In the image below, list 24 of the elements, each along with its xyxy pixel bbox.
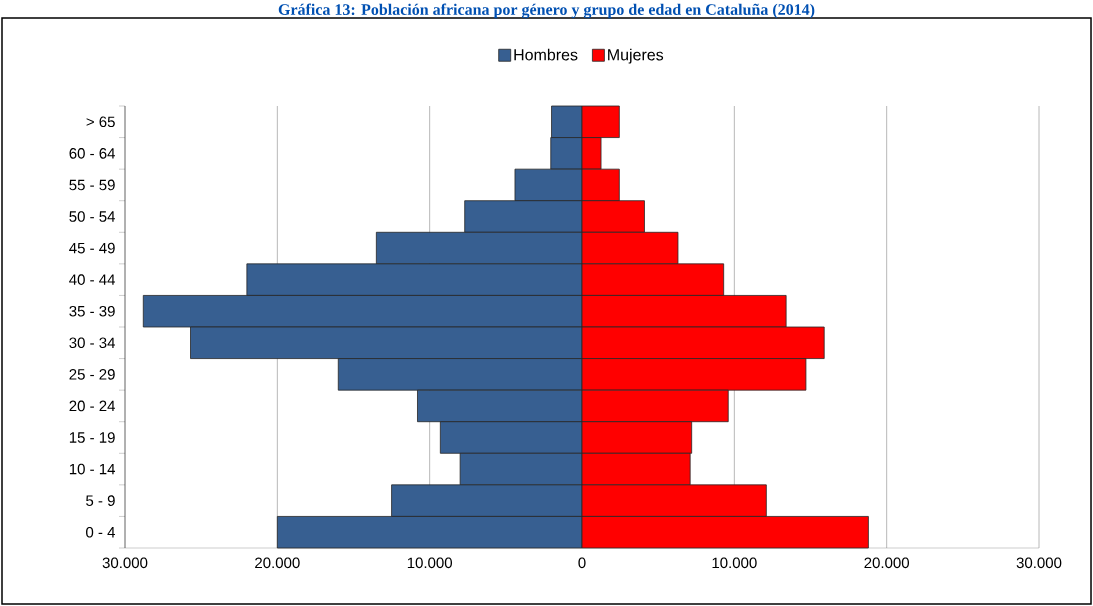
y-tick-label: 10 - 14 — [69, 463, 116, 475]
x-tick-label: 30.000 — [1016, 557, 1062, 569]
x-tick-label: 20.000 — [255, 557, 300, 569]
y-tick-label: 45 - 49 — [69, 242, 115, 254]
y-tick-label: 60 - 64 — [69, 148, 116, 159]
legend-label: Hombres — [514, 48, 578, 61]
y-tick-label: 40 - 44 — [69, 274, 116, 285]
y-tick-label: 15 - 19 — [69, 432, 115, 443]
y-tick-label: 35 - 39 — [69, 305, 115, 317]
x-tick-label: 0 — [578, 557, 586, 569]
y-tick-label: 0 - 4 — [86, 526, 116, 538]
x-tick-label: 10.000 — [407, 557, 453, 569]
x-tick-label: 20.000 — [864, 557, 910, 569]
x-tick-label: 30.000 — [102, 557, 148, 569]
x-tick-label: 10.000 — [712, 557, 757, 569]
y-tick-label: > 65 — [86, 116, 115, 128]
y-tick-label: 25 - 29 — [69, 369, 115, 380]
y-tick-label: 30 - 34 — [69, 337, 116, 349]
y-tick-label: 5 - 9 — [86, 495, 115, 506]
y-tick-label: 50 - 54 — [69, 211, 116, 222]
y-tick-label: 55 - 59 — [69, 179, 115, 191]
legend-label: Mujeres — [608, 48, 664, 64]
chart-title: Gráfica 13: Población africana por género y grupo de edad en Cataluña (2014) — [278, 3, 815, 19]
y-tick-label: 20 - 24 — [69, 400, 116, 412]
